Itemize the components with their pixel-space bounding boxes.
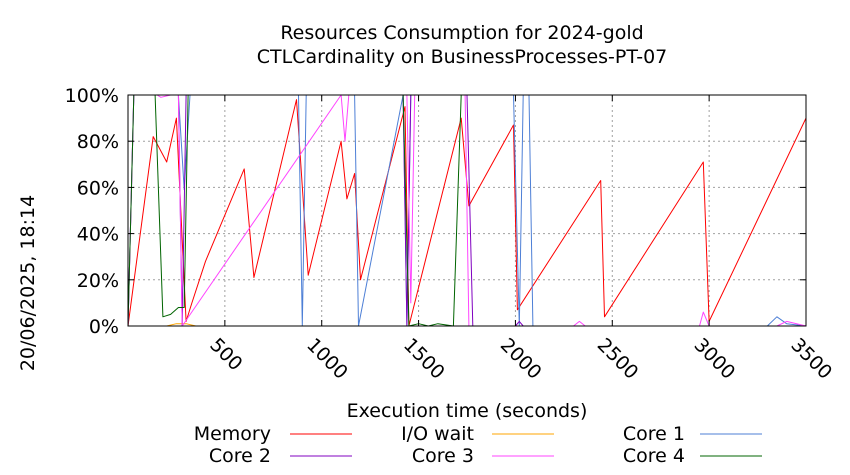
- legend-label: Memory: [194, 423, 271, 445]
- chart-subtitle: CTLCardinality on BusinessProcesses-PT-0…: [257, 46, 668, 68]
- timestamp-label: 20/06/2025, 18:14: [17, 195, 39, 371]
- legend-label: Core 3: [412, 445, 474, 467]
- legend-label: I/O wait: [401, 423, 474, 445]
- y-tick-label: 60%: [77, 177, 119, 199]
- y-tick-label: 0%: [89, 316, 119, 338]
- legend-label: Core 2: [209, 445, 271, 467]
- x-axis-label: Execution time (seconds): [347, 400, 588, 422]
- chart-title: Resources Consumption for 2024-gold: [280, 22, 643, 44]
- y-tick-label: 100%: [65, 85, 119, 107]
- legend: Memory I/O wait Core 1 Core 2 Core 3 Core 4: [194, 423, 762, 467]
- y-tick-label: 80%: [77, 131, 119, 153]
- legend-label: Core 4: [623, 445, 685, 467]
- legend-label: Core 1: [623, 423, 685, 445]
- y-tick-label: 20%: [77, 270, 119, 292]
- y-tick-label: 40%: [77, 224, 119, 246]
- plot-border: [127, 94, 807, 327]
